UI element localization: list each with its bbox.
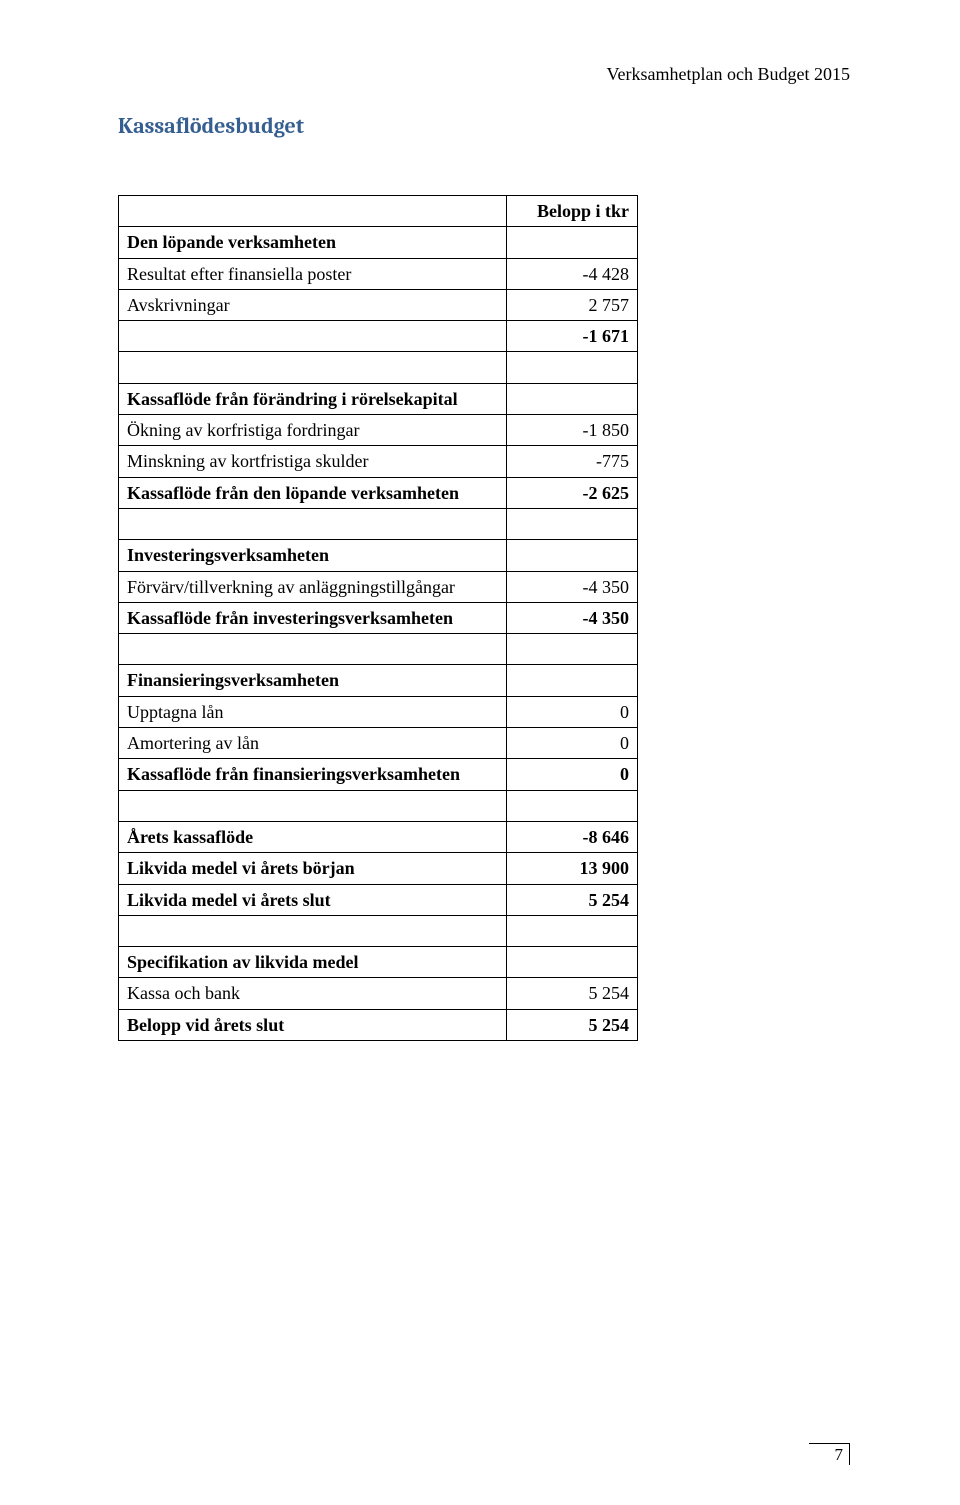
row-value (506, 634, 637, 665)
row-label: Avskrivningar (119, 289, 507, 320)
section-title: Kassaflödesbudget (118, 113, 850, 139)
row-label: Belopp vid årets slut (119, 1009, 507, 1040)
table-row: Amortering av lån0 (119, 728, 638, 759)
row-label: Minskning av kortfristiga skulder (119, 446, 507, 477)
table-row: Resultat efter finansiella poster-4 428 (119, 258, 638, 289)
row-label (119, 508, 507, 539)
row-value (506, 915, 637, 946)
row-value (506, 540, 637, 571)
page-number: 7 (809, 1443, 850, 1465)
row-value: -1 850 (506, 415, 637, 446)
row-label: Resultat efter finansiella poster (119, 258, 507, 289)
row-label (119, 915, 507, 946)
row-value: 0 (506, 728, 637, 759)
row-value (506, 383, 637, 414)
row-value: -4 350 (506, 602, 637, 633)
table-row: Kassaflöde från förändring i rörelsekapi… (119, 383, 638, 414)
table-row: -1 671 (119, 321, 638, 352)
table-row: Finansieringsverksamheten (119, 665, 638, 696)
row-label: Amortering av lån (119, 728, 507, 759)
row-value: -8 646 (506, 821, 637, 852)
row-value (506, 352, 637, 383)
table-header-blank (119, 196, 507, 227)
row-value: 5 254 (506, 884, 637, 915)
table-row (119, 508, 638, 539)
row-label: Likvida medel vi årets slut (119, 884, 507, 915)
row-label (119, 352, 507, 383)
row-label: Likvida medel vi årets början (119, 853, 507, 884)
table-row: Investeringsverksamheten (119, 540, 638, 571)
table-row: Avskrivningar2 757 (119, 289, 638, 320)
table-row: Kassa och bank5 254 (119, 978, 638, 1009)
row-value (506, 227, 637, 258)
row-value: 0 (506, 696, 637, 727)
row-label: Den löpande verksamheten (119, 227, 507, 258)
table-header-row: Belopp i tkr (119, 196, 638, 227)
row-value: -4 428 (506, 258, 637, 289)
row-label: Kassaflöde från den löpande verksamheten (119, 477, 507, 508)
row-label: Upptagna lån (119, 696, 507, 727)
table-row (119, 634, 638, 665)
row-label: Årets kassaflöde (119, 821, 507, 852)
row-label (119, 321, 507, 352)
table-row: Upptagna lån0 (119, 696, 638, 727)
table-row: Kassaflöde från investeringsverksamheten… (119, 602, 638, 633)
row-label: Investeringsverksamheten (119, 540, 507, 571)
row-label (119, 790, 507, 821)
table-row: Årets kassaflöde-8 646 (119, 821, 638, 852)
row-label: Kassa och bank (119, 978, 507, 1009)
row-value: 2 757 (506, 289, 637, 320)
row-value: 5 254 (506, 978, 637, 1009)
page-number-value: 7 (809, 1443, 850, 1465)
row-value: 0 (506, 759, 637, 790)
row-value: 13 900 (506, 853, 637, 884)
table-body: Belopp i tkrDen löpande verksamheten Res… (119, 196, 638, 1041)
table-row: Likvida medel vi årets början13 900 (119, 853, 638, 884)
row-label: Kassaflöde från förändring i rörelsekapi… (119, 383, 507, 414)
table-row: Förvärv/tillverkning av anläggningstillg… (119, 571, 638, 602)
row-value: 5 254 (506, 1009, 637, 1040)
row-label: Förvärv/tillverkning av anläggningstillg… (119, 571, 507, 602)
row-value: -775 (506, 446, 637, 477)
cashflow-table: Belopp i tkrDen löpande verksamheten Res… (118, 195, 638, 1041)
row-label: Ökning av korfristiga fordringar (119, 415, 507, 446)
row-label: Specifikation av likvida medel (119, 947, 507, 978)
table-row: Den löpande verksamheten (119, 227, 638, 258)
row-label: Kassaflöde från investeringsverksamheten (119, 602, 507, 633)
table-column-header: Belopp i tkr (506, 196, 637, 227)
table-row: Belopp vid årets slut5 254 (119, 1009, 638, 1040)
table-row: Kassaflöde från den löpande verksamheten… (119, 477, 638, 508)
table-row: Specifikation av likvida medel (119, 947, 638, 978)
row-value: -1 671 (506, 321, 637, 352)
table-row (119, 352, 638, 383)
row-value: -4 350 (506, 571, 637, 602)
table-row (119, 790, 638, 821)
row-value: -2 625 (506, 477, 637, 508)
table-row: Likvida medel vi årets slut5 254 (119, 884, 638, 915)
table-row: Ökning av korfristiga fordringar-1 850 (119, 415, 638, 446)
row-value (506, 508, 637, 539)
page: Verksamhetplan och Budget 2015 Kassaflöd… (0, 0, 960, 1505)
document-header: Verksamhetplan och Budget 2015 (118, 64, 850, 85)
row-value (506, 947, 637, 978)
row-label: Kassaflöde från finansieringsverksamhete… (119, 759, 507, 790)
table-row (119, 915, 638, 946)
row-value (506, 790, 637, 821)
table-row: Minskning av kortfristiga skulder-775 (119, 446, 638, 477)
row-value (506, 665, 637, 696)
row-label (119, 634, 507, 665)
row-label: Finansieringsverksamheten (119, 665, 507, 696)
table-row: Kassaflöde från finansieringsverksamhete… (119, 759, 638, 790)
